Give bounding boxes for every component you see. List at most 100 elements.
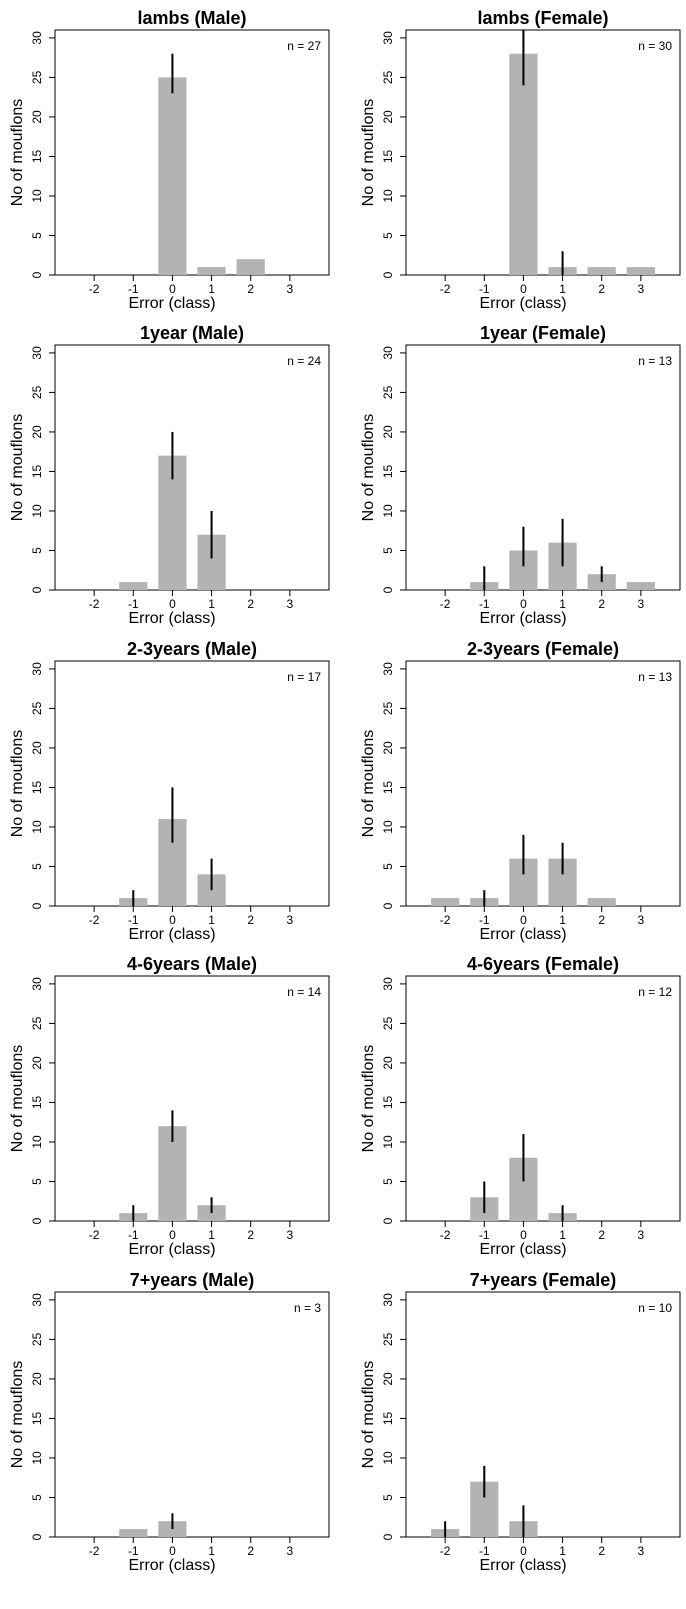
y-tick-label: 30 [30,977,44,991]
y-tick-label: 25 [30,701,44,715]
y-tick-label: 0 [30,271,44,278]
y-tick-label: 30 [381,346,395,360]
x-tick-label: 0 [169,913,176,927]
y-tick-label: 5 [381,1494,395,1501]
x-axis-label: Error (class) [128,295,215,312]
y-axis-label: No of mouflons [360,1045,377,1153]
y-axis-label: No of mouflons [9,1361,26,1469]
y-tick-label: 10 [381,189,395,203]
y-tick-label: 5 [381,1178,395,1185]
x-tick-label: 3 [638,1228,645,1242]
y-tick-label: 5 [381,232,395,239]
y-tick-label: 15 [381,149,395,163]
plot-frame [405,975,681,1222]
plot-frame [405,1291,681,1538]
x-tick-label: 3 [638,913,645,927]
x-tick-label: -2 [89,597,100,611]
x-axis-label: Error (class) [479,926,566,943]
x-tick-label: -1 [128,1228,139,1242]
panel-title: 1year (Female) [480,323,606,343]
y-tick-label: 20 [30,110,44,124]
x-tick-label: 1 [208,597,215,611]
y-tick-label: 30 [30,346,44,360]
x-tick-label: -2 [440,1228,451,1242]
x-tick-label: 2 [598,1228,605,1242]
panel-title: 4-6years (Female) [467,954,619,974]
x-tick-label: -2 [440,282,451,296]
y-axis-label: No of mouflons [360,1361,377,1469]
x-tick-label: 3 [287,597,294,611]
y-axis-label: No of mouflons [9,99,26,207]
x-axis-label: Error (class) [128,1557,215,1574]
x-tick-label: -2 [89,282,100,296]
panel-title: 7+years (Male) [130,1270,255,1290]
x-tick-label: 1 [559,597,566,611]
y-tick-label: 15 [30,149,44,163]
bar [119,1529,148,1537]
x-tick-label: 3 [638,282,645,296]
y-tick-label: 15 [30,1411,44,1425]
x-tick-label: 2 [247,1544,254,1558]
bar [587,898,616,906]
n-annotation: n = 27 [287,39,321,53]
y-tick-label: 25 [30,1016,44,1030]
x-axis-label: Error (class) [479,1241,566,1258]
y-tick-label: 0 [30,902,44,909]
x-tick-label: 0 [169,597,176,611]
y-tick-label: 30 [30,1293,44,1307]
x-tick-label: 2 [247,913,254,927]
x-tick-label: 0 [520,913,527,927]
panel-title: lambs (Female) [477,8,608,28]
x-tick-label: 3 [287,913,294,927]
y-tick-label: 5 [30,863,44,870]
y-axis-label: No of mouflons [9,730,26,838]
y-tick-label: 25 [30,70,44,84]
y-tick-label: 5 [30,232,44,239]
x-axis-label: Error (class) [128,610,215,627]
plot-frame [405,29,681,276]
y-tick-label: 30 [381,977,395,991]
x-tick-label: 2 [598,1544,605,1558]
y-tick-label: 25 [30,385,44,399]
y-tick-label: 5 [30,1178,44,1185]
x-tick-label: 2 [598,597,605,611]
panel-title: 2-3years (Female) [467,639,619,659]
panel-9: 7+years (Female)-2 -1 0 1 2 3051015202530Erro… [360,1270,681,1574]
x-tick-label: 3 [287,282,294,296]
y-tick-label: 0 [30,1217,44,1224]
bar [119,582,148,590]
y-tick-label: 20 [381,425,395,439]
y-tick-label: 5 [30,1494,44,1501]
y-tick-label: 20 [30,425,44,439]
plot-frame [54,660,330,907]
n-annotation: n = 13 [638,670,672,684]
y-tick-label: 0 [381,1217,395,1224]
bar [236,259,265,275]
x-tick-label: 2 [247,597,254,611]
panel-title: lambs (Male) [137,8,246,28]
panel-8: 7+years (Male)-2 -1 0 1 2 3051015202530Error … [9,1270,330,1574]
x-axis-label: Error (class) [479,610,566,627]
x-tick-label: 0 [520,597,527,611]
y-tick-label: 20 [381,1372,395,1386]
plot-frame [405,344,681,591]
x-tick-label: -1 [479,282,490,296]
x-tick-label: -1 [128,597,139,611]
panel-title: 1year (Male) [140,323,244,343]
plot-frame [54,975,330,1222]
y-tick-label: 10 [30,504,44,518]
y-tick-label: 20 [381,1056,395,1070]
x-tick-label: 0 [520,282,527,296]
x-axis-label: Error (class) [479,295,566,312]
x-tick-label: 2 [598,913,605,927]
n-annotation: n = 3 [294,1301,321,1315]
x-tick-label: 3 [287,1544,294,1558]
y-tick-label: 10 [30,189,44,203]
y-tick-label: 15 [30,464,44,478]
x-tick-label: 0 [169,1544,176,1558]
panel-title: 4-6years (Male) [127,954,257,974]
x-tick-label: -1 [128,1544,139,1558]
